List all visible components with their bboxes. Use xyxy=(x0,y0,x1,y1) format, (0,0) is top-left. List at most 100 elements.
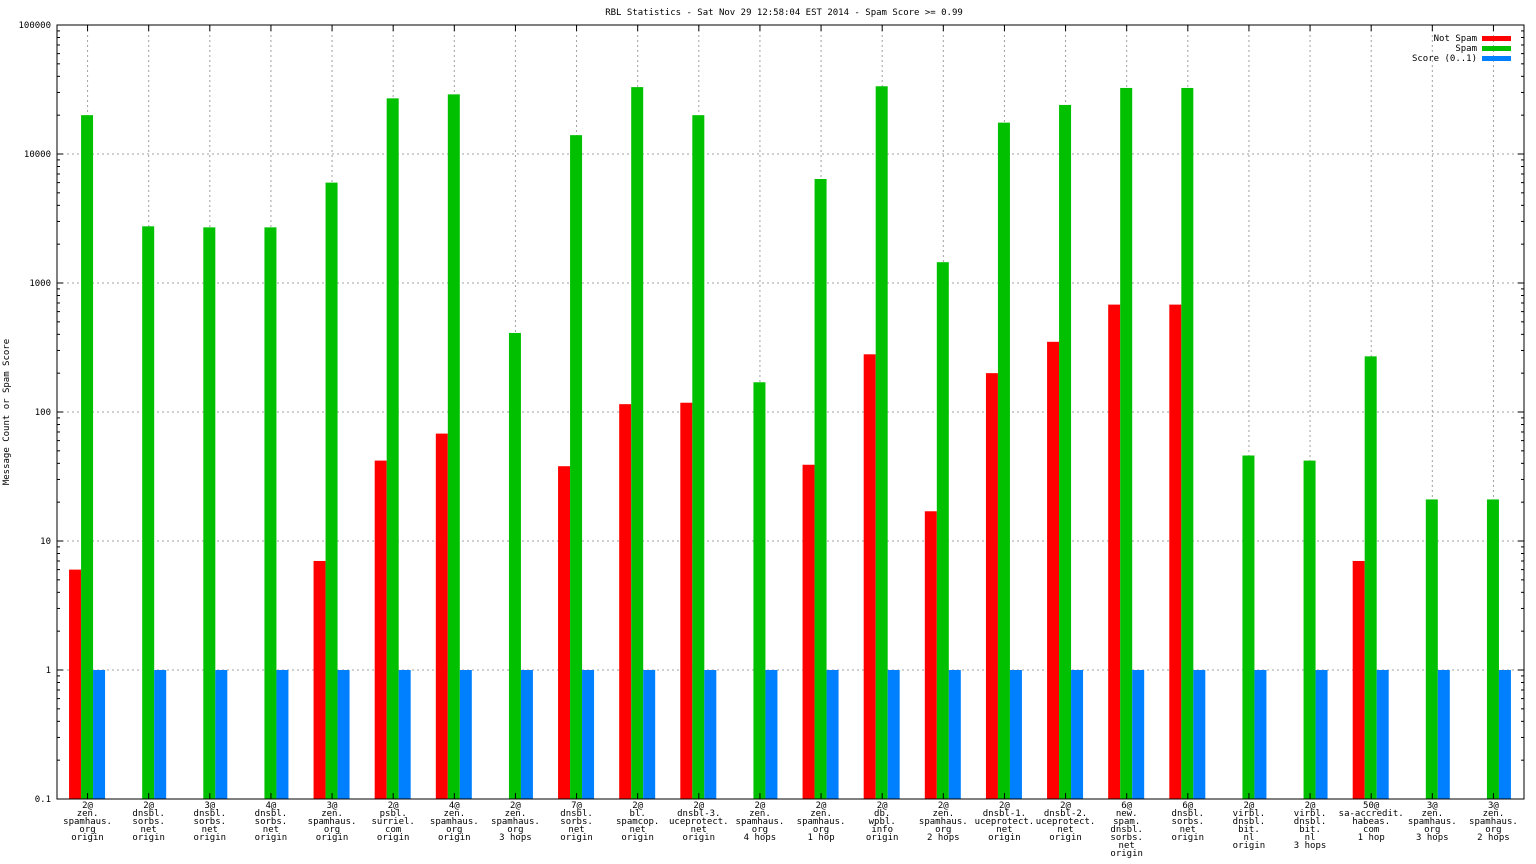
y-tick-label: 10 xyxy=(40,537,51,547)
bar-score-0-1 xyxy=(948,670,961,799)
x-tick-label-line: psbl. xyxy=(380,809,407,819)
x-tick-label-line: org xyxy=(935,825,951,835)
x-tick-label-line: sorbs. xyxy=(1172,817,1205,827)
bar-spam xyxy=(142,226,155,800)
bar-not-spam xyxy=(1047,341,1060,799)
x-tick-label: 4@ zen. spamhaus. org origin xyxy=(430,801,479,843)
x-tick-label-line: 3 hops xyxy=(1416,833,1449,843)
bar-spam xyxy=(753,382,766,799)
bar-not-spam xyxy=(313,560,326,799)
x-tick-label-line: org xyxy=(324,825,340,835)
bar-not-spam xyxy=(374,460,387,799)
x-tick-label-line: surriel. xyxy=(372,817,415,827)
x-tick-label: 2@ zen. spamhaus. org 2 hops xyxy=(919,801,968,843)
x-tick-label-line: spamhaus. xyxy=(919,817,968,827)
bar-score-0-1 xyxy=(93,670,106,799)
x-tick-label-line: sorbs. xyxy=(194,817,227,827)
y-tick-label: 10000 xyxy=(24,150,51,160)
x-tick-label-line: dnsbl. xyxy=(560,809,593,819)
x-tick-label-line: 4@ xyxy=(449,801,460,811)
x-tick-label-line: origin xyxy=(132,833,165,843)
bar-score-0-1 xyxy=(765,670,778,799)
x-tick-label-line: virbl. xyxy=(1233,809,1266,819)
bar-score-0-1 xyxy=(1132,670,1145,799)
bar-spam xyxy=(1059,104,1072,799)
bar-not-spam xyxy=(802,464,815,799)
x-tick-label-line: zen. xyxy=(443,809,465,819)
x-tick-label-line: origin xyxy=(255,833,288,843)
x-tick-label-line: 2@ xyxy=(999,801,1010,811)
x-tick-label-line: net xyxy=(1057,825,1073,835)
x-tick-label-line: sa-accredit. xyxy=(1339,809,1404,819)
bar-score-0-1 xyxy=(826,670,839,799)
x-tick-label-line: 2@ xyxy=(755,801,766,811)
x-tick-label-line: origin xyxy=(438,833,471,843)
x-tick-label-line: net xyxy=(691,825,707,835)
x-tick-label-line: 6@ xyxy=(1182,801,1193,811)
x-tick-label-line: 50@ xyxy=(1363,801,1380,811)
bar-score-0-1 xyxy=(215,670,228,799)
bar-not-spam xyxy=(435,433,448,799)
x-tick-label-line: origin xyxy=(71,833,104,843)
bar-not-spam xyxy=(1108,304,1121,799)
bar-spam xyxy=(1425,499,1438,799)
y-tick-label: 1 xyxy=(46,666,51,676)
x-tick-label: 2@ bl. spamcop. net origin xyxy=(616,801,659,843)
x-tick-label-line: org xyxy=(79,825,95,835)
bar-spam xyxy=(936,262,949,799)
x-tick-label-line: org xyxy=(507,825,523,835)
x-tick-label-line: virbl. xyxy=(1294,809,1327,819)
bar-not-spam xyxy=(69,569,82,799)
x-tick-label-line: 1 hop xyxy=(808,833,835,843)
x-tick-label-line: net xyxy=(568,825,584,835)
x-tick-label-line: spamhaus. xyxy=(1408,817,1457,827)
x-tick-label-line: spamhaus. xyxy=(63,817,112,827)
x-tick-label: 2@ zen. spamhaus. org 4 hops xyxy=(736,801,785,843)
x-tick-label-line: info xyxy=(871,825,893,835)
x-tick-label-line: sorbs. xyxy=(255,817,288,827)
bar-score-0-1 xyxy=(1437,670,1450,799)
x-tick-label-line: dnsbl. xyxy=(255,809,288,819)
x-tick-label-line: 3 hops xyxy=(499,833,532,843)
x-tick-label-line: net xyxy=(1119,841,1135,851)
bar-score-0-1 xyxy=(1071,670,1084,799)
x-tick-label-line: org xyxy=(752,825,768,835)
x-tick-label: 4@ dnsbl. sorbs. net origin xyxy=(255,801,288,843)
bar-spam xyxy=(1486,499,1499,799)
x-tick-label-line: net xyxy=(996,825,1012,835)
bar-score-0-1 xyxy=(337,670,350,799)
bar-score-0-1 xyxy=(520,670,533,799)
x-tick-label-line: nl xyxy=(1305,833,1316,843)
bar-spam xyxy=(508,332,521,799)
x-tick-label-line: new. xyxy=(1116,809,1138,819)
bar-spam xyxy=(1181,87,1194,800)
x-tick-label-line: nl xyxy=(1244,833,1255,843)
x-tick-label-line: 1 hop xyxy=(1358,833,1385,843)
x-tick-label-line: 3 hops xyxy=(1294,841,1327,851)
x-tick-label-line: com xyxy=(385,825,401,835)
y-tick-label: 1000 xyxy=(29,279,51,289)
x-tick-label-line: origin xyxy=(1049,833,1082,843)
bar-spam xyxy=(1120,87,1133,800)
x-tick-label-line: 2 hops xyxy=(927,833,960,843)
x-tick-label-line: zen. xyxy=(77,809,99,819)
x-tick-label-line: zen. xyxy=(749,809,771,819)
x-tick-label-line: dnsbl. xyxy=(1172,809,1205,819)
bar-score-0-1 xyxy=(582,670,595,799)
x-tick-label-line: net xyxy=(202,825,218,835)
x-tick-label-line: 4 hops xyxy=(744,833,777,843)
bar-spam xyxy=(264,227,277,800)
bar-score-0-1 xyxy=(1498,670,1511,799)
x-tick-label-line: net xyxy=(263,825,279,835)
x-tick-label-line: spamhaus. xyxy=(736,817,785,827)
bar-score-0-1 xyxy=(1009,670,1022,799)
x-tick-label-line: 3@ xyxy=(1488,801,1499,811)
bar-not-spam xyxy=(924,511,937,799)
x-tick-label: 2@ dnsbl. sorbs. net origin xyxy=(132,801,165,843)
x-tick-label: 2@ zen. spamhaus. org origin xyxy=(63,801,112,843)
x-tick-label-line: dnsbl. xyxy=(132,809,165,819)
x-tick-label-line: zen. xyxy=(932,809,954,819)
x-tick-label: 6@ new. spam. dnsbl. sorbs. net origin xyxy=(1110,801,1143,859)
